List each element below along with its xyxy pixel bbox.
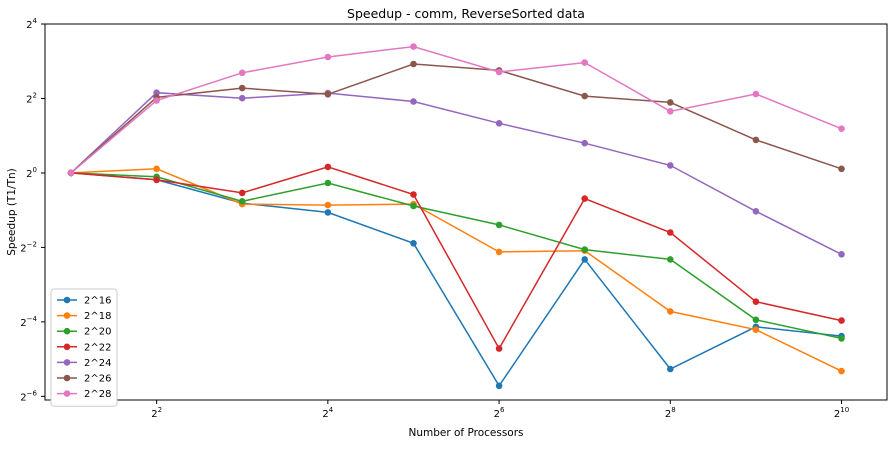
data-point: [667, 229, 674, 236]
legend-label: 2^16: [84, 296, 111, 307]
legend-marker: [63, 374, 71, 382]
data-point: [324, 179, 332, 187]
data-point: [495, 382, 503, 390]
data-point: [495, 120, 503, 127]
data-point: [838, 125, 845, 132]
data-point: [838, 335, 845, 342]
data-point: [581, 195, 588, 202]
data-point: [667, 162, 674, 169]
plot-area-frame: [44, 23, 888, 401]
data-point: [581, 256, 588, 263]
data-point: [495, 345, 503, 352]
data-point: [238, 84, 246, 92]
x-tick-label: 26: [494, 406, 505, 420]
data-point: [238, 189, 246, 197]
data-point: [324, 53, 332, 61]
series-line: [70, 172, 842, 340]
data-point: [752, 208, 760, 215]
data-point: [410, 43, 417, 50]
data-point: [238, 69, 246, 77]
data-point: [581, 139, 588, 147]
data-point: [667, 99, 674, 106]
y-tick-label: 2−2: [20, 240, 37, 254]
data-point: [495, 248, 503, 256]
data-point: [410, 191, 417, 198]
x-tick-label: 22: [151, 406, 162, 420]
data-point: [238, 94, 246, 102]
data-point: [324, 91, 332, 98]
y-tick-label: 2−4: [20, 315, 37, 329]
y-tick-label: 22: [26, 91, 37, 105]
data-point: [581, 92, 588, 100]
data-point: [410, 60, 417, 68]
data-point: [581, 59, 588, 66]
y-tick-label: 24: [26, 17, 37, 31]
legend-label: 2^26: [84, 374, 111, 385]
x-tick-label: 24: [322, 406, 333, 420]
data-point: [324, 163, 332, 171]
data-point: [667, 365, 674, 373]
data-point: [752, 90, 760, 98]
data-point: [324, 201, 332, 209]
x-axis-label: Number of Processors: [408, 427, 523, 439]
data-point: [67, 169, 75, 177]
data-point: [667, 308, 674, 315]
legend-label: 2^22: [84, 342, 111, 353]
data-point: [153, 165, 160, 173]
data-point: [153, 89, 160, 96]
x-tick-label: 28: [665, 406, 676, 420]
y-axis: 24 22 20 2−2 2−4 2−6: [20, 17, 45, 403]
data-point: [838, 165, 845, 173]
data-point: [410, 240, 417, 247]
legend-label: 2^24: [84, 358, 111, 369]
series-line: [70, 63, 842, 174]
data-point: [752, 298, 760, 306]
data-point: [581, 246, 588, 253]
y-tick-label: 20: [26, 166, 37, 180]
legend-label: 2^20: [84, 327, 111, 338]
legend-label: 2^18: [84, 311, 111, 322]
series-group: [67, 43, 845, 177]
data-point: [324, 209, 332, 216]
data-point: [752, 136, 760, 144]
legend-marker: [63, 343, 71, 351]
series-line: [70, 91, 842, 255]
chart-title: Speedup - comm, ReverseSorted data: [347, 6, 585, 21]
data-point: [153, 176, 160, 184]
data-point: [238, 198, 246, 205]
data-point: [838, 317, 845, 324]
data-point: [667, 108, 674, 115]
data-point: [838, 251, 845, 258]
data-point: [838, 367, 845, 375]
series-group: [67, 60, 845, 177]
data-point: [410, 202, 417, 210]
data-point: [495, 221, 503, 229]
series-line: [70, 45, 842, 174]
data-point: [752, 316, 760, 324]
legend-marker: [63, 312, 71, 319]
data-point: [153, 97, 160, 104]
series-layer: [67, 43, 845, 390]
data-point: [752, 326, 760, 334]
data-point: [667, 256, 674, 263]
data-point: [410, 98, 417, 105]
legend: 2^16 2^18 2^20 2^22 2^24 2^26 2^28: [50, 288, 118, 407]
data-point: [495, 68, 503, 76]
legend-marker: [63, 359, 71, 366]
x-tick-label: 210: [834, 406, 849, 420]
legend-marker: [63, 296, 71, 304]
y-tick-label: 2−6: [20, 389, 37, 403]
legend-label: 2^28: [84, 389, 111, 400]
series-line: [70, 172, 842, 388]
series-line: [70, 166, 842, 351]
y-axis-label: Speedup (T1/Tn): [6, 168, 18, 255]
x-axis: 22 24 26 28 210: [151, 400, 849, 420]
legend-marker: [63, 327, 71, 335]
legend-marker: [63, 390, 71, 397]
